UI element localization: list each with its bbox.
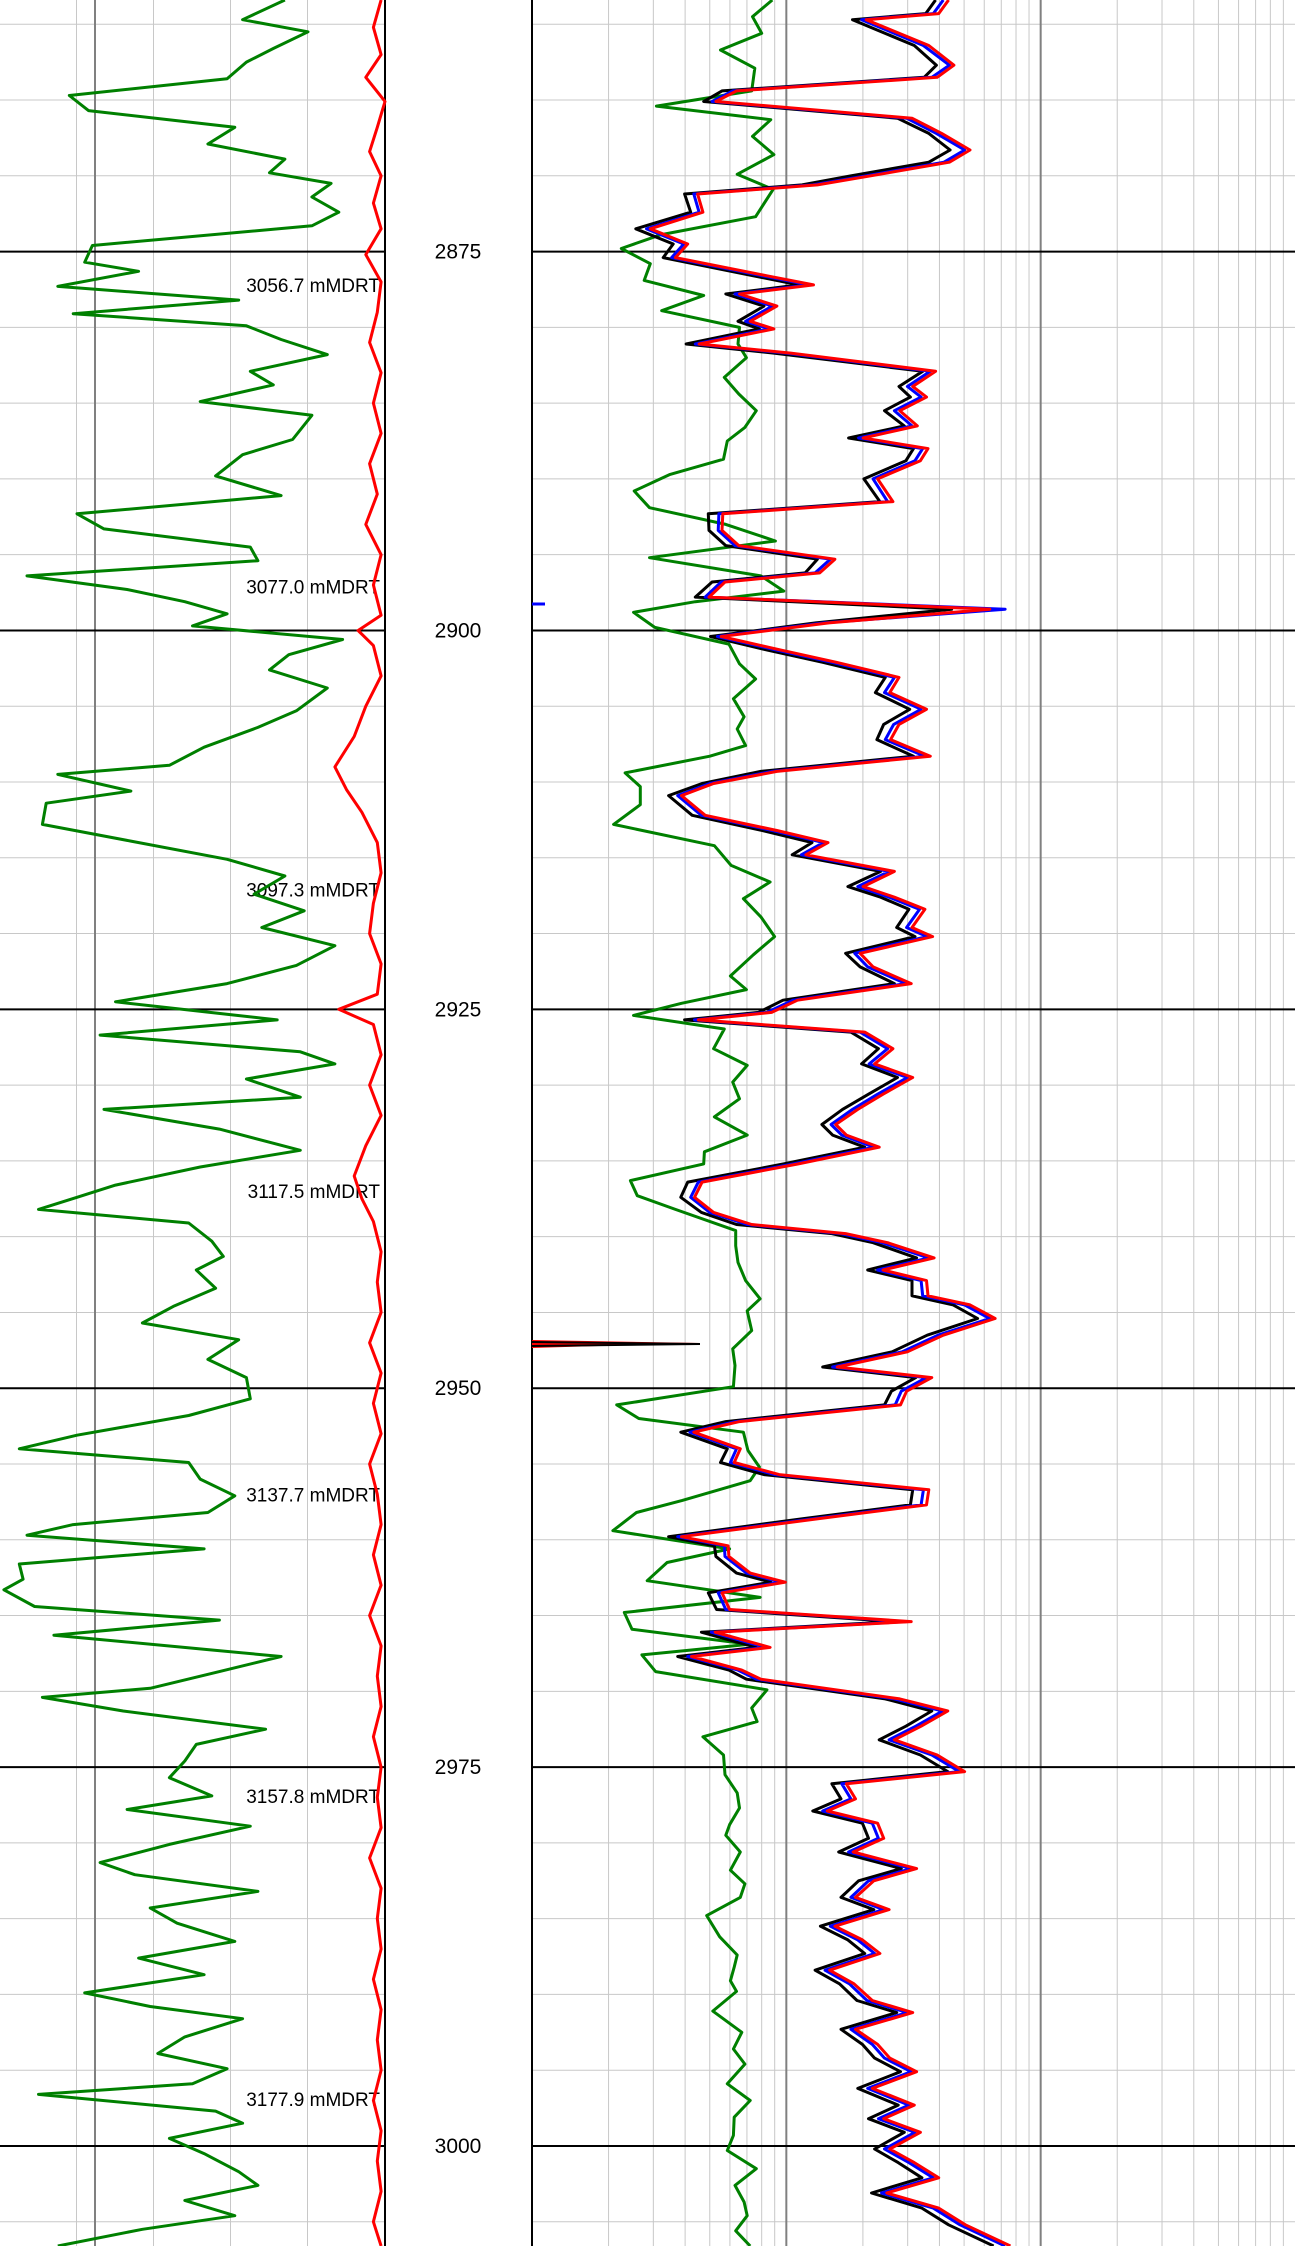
log-curve-series [2,0,345,2246]
log-curve-series [333,0,387,2246]
md-depth-label: 3117.5 mMDRT [248,1182,381,1203]
depth-tick-label: 2950 [435,1377,482,1400]
depth-tick-labels: 2875 2900 2925 2950 2975 3000 [435,241,482,2158]
md-depth-label: 3097.3 mMDRT [246,881,380,902]
log-curve-series [648,0,1012,2246]
depth-tick-label: 2900 [435,619,482,642]
depth-tick-label: 2875 [435,241,482,264]
md-depth-label: 3137.7 mMDRT [246,1485,380,1506]
md-depth-label: 3056.7 mMDRT [246,276,380,297]
log-curve-series [611,0,786,2246]
md-depth-label: 3177.9 mMDRT [246,2090,380,2111]
log-curves [2,0,1012,2246]
md-depth-label: 3077.0 mMDRT [246,578,380,599]
md-depth-label: 3157.8 mMDRT [246,1787,380,1808]
depth-tick-label: 2925 [435,998,482,1021]
depth-tick-label: 3000 [435,2135,482,2158]
depth-tick-label: 2975 [435,1756,482,1779]
log-curve-spike [531,1341,701,1347]
